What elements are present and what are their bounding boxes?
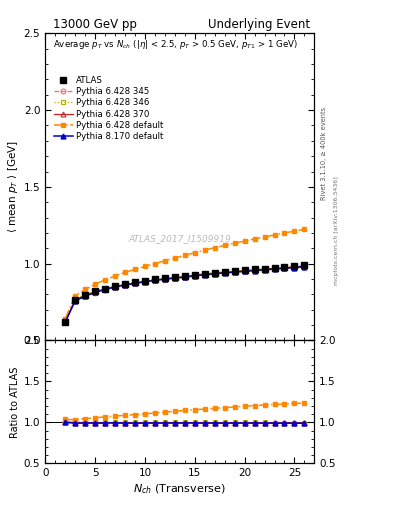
Text: Rivet 3.1.10, ≥ 400k events: Rivet 3.1.10, ≥ 400k events [321, 107, 327, 200]
Text: 13000 GeV pp: 13000 GeV pp [53, 18, 137, 31]
Legend: ATLAS, Pythia 6.428 345, Pythia 6.428 346, Pythia 6.428 370, Pythia 6.428 defaul: ATLAS, Pythia 6.428 345, Pythia 6.428 34… [52, 74, 165, 143]
Text: Average $p_T$ vs $N_{ch}$ ($|\eta|$ < 2.5, $p_T$ > 0.5 GeV, $p_{T1}$ > 1 GeV): Average $p_T$ vs $N_{ch}$ ($|\eta|$ < 2.… [53, 38, 298, 51]
Text: mcplots.cern.ch [arXiv:1306.3436]: mcplots.cern.ch [arXiv:1306.3436] [334, 176, 338, 285]
Y-axis label: Ratio to ATLAS: Ratio to ATLAS [9, 366, 20, 438]
Text: Underlying Event: Underlying Event [208, 18, 310, 31]
Text: ATLAS_2017_I1509919: ATLAS_2017_I1509919 [129, 234, 231, 244]
Y-axis label: $\langle$ mean $p_T$ $\rangle$ [GeV]: $\langle$ mean $p_T$ $\rangle$ [GeV] [6, 140, 20, 233]
X-axis label: $N_{ch}$ (Transverse): $N_{ch}$ (Transverse) [133, 482, 226, 496]
